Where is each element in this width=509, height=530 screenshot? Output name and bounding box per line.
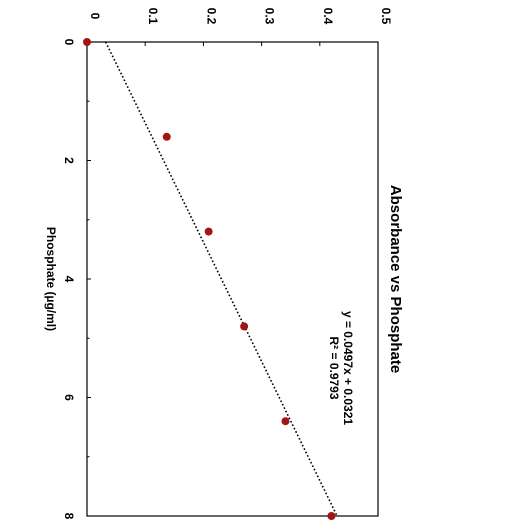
trendline-group (104, 41, 338, 517)
data-point (327, 512, 336, 520)
y-tick-label: 0.3 (263, 8, 277, 25)
x-tick-label: 6 (62, 394, 76, 401)
y-tick-label: 0.5 (379, 8, 393, 25)
x-tick-label: 8 (62, 513, 76, 520)
data-point (281, 417, 290, 426)
data-point (162, 132, 171, 141)
r-squared-label: R² = 0.9793 (327, 336, 341, 399)
y-tick-label: 0.1 (146, 8, 160, 25)
x-tick-label: 4 (62, 276, 76, 283)
trendline-equation: y = 0.0497x + 0.0321 (341, 311, 355, 425)
trendline (104, 41, 338, 517)
x-axis-title: Phosphate (µg/ml) (44, 227, 58, 331)
data-point (204, 227, 213, 236)
y-axis-ticks: 0 0.1 0.2 0.3 0.4 0.5 (88, 8, 393, 46)
y-tick-label: 0.4 (321, 8, 335, 25)
data-point (83, 38, 91, 46)
x-axis-ticks: 0 2 4 6 8 (62, 39, 91, 520)
y-tick-label: 0.2 (204, 8, 218, 25)
x-tick-label: 0 (62, 39, 76, 46)
data-points (83, 38, 336, 520)
x-tick-label: 2 (62, 157, 76, 164)
data-point (240, 322, 249, 331)
y-tick-label: 0 (88, 13, 102, 20)
chart-title: Absorbance vs Phosphate (387, 185, 404, 373)
